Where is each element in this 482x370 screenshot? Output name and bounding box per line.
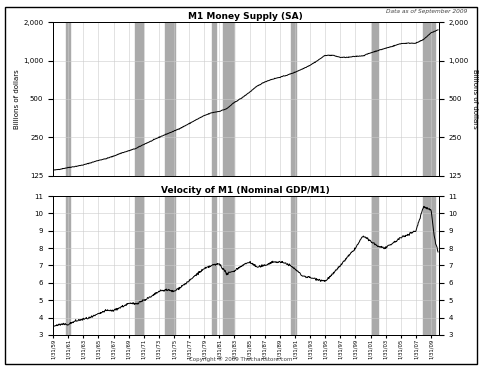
Bar (291, 22, 296, 176)
Bar (423, 196, 435, 335)
Bar (135, 196, 143, 335)
Bar (372, 196, 377, 335)
Bar (135, 22, 143, 176)
Bar (223, 196, 234, 335)
Bar (165, 22, 175, 176)
Bar (223, 22, 234, 176)
Title: M1 Money Supply (SA): M1 Money Supply (SA) (188, 13, 303, 21)
Bar (291, 196, 296, 335)
Bar (66, 196, 70, 335)
Y-axis label: Billions of dollars: Billions of dollars (14, 69, 20, 129)
Bar (212, 196, 215, 335)
Bar (165, 196, 175, 335)
Text: Data as of September 2009: Data as of September 2009 (386, 9, 468, 14)
Title: Velocity of M1 (Nominal GDP/M1): Velocity of M1 (Nominal GDP/M1) (161, 186, 330, 195)
Bar (423, 22, 435, 176)
Bar (66, 22, 70, 176)
Text: Copyright © 2009 Thechartstore.com: Copyright © 2009 Thechartstore.com (189, 356, 293, 362)
Bar (372, 22, 377, 176)
Bar (212, 22, 215, 176)
Y-axis label: Billions of dollars: Billions of dollars (472, 69, 478, 129)
